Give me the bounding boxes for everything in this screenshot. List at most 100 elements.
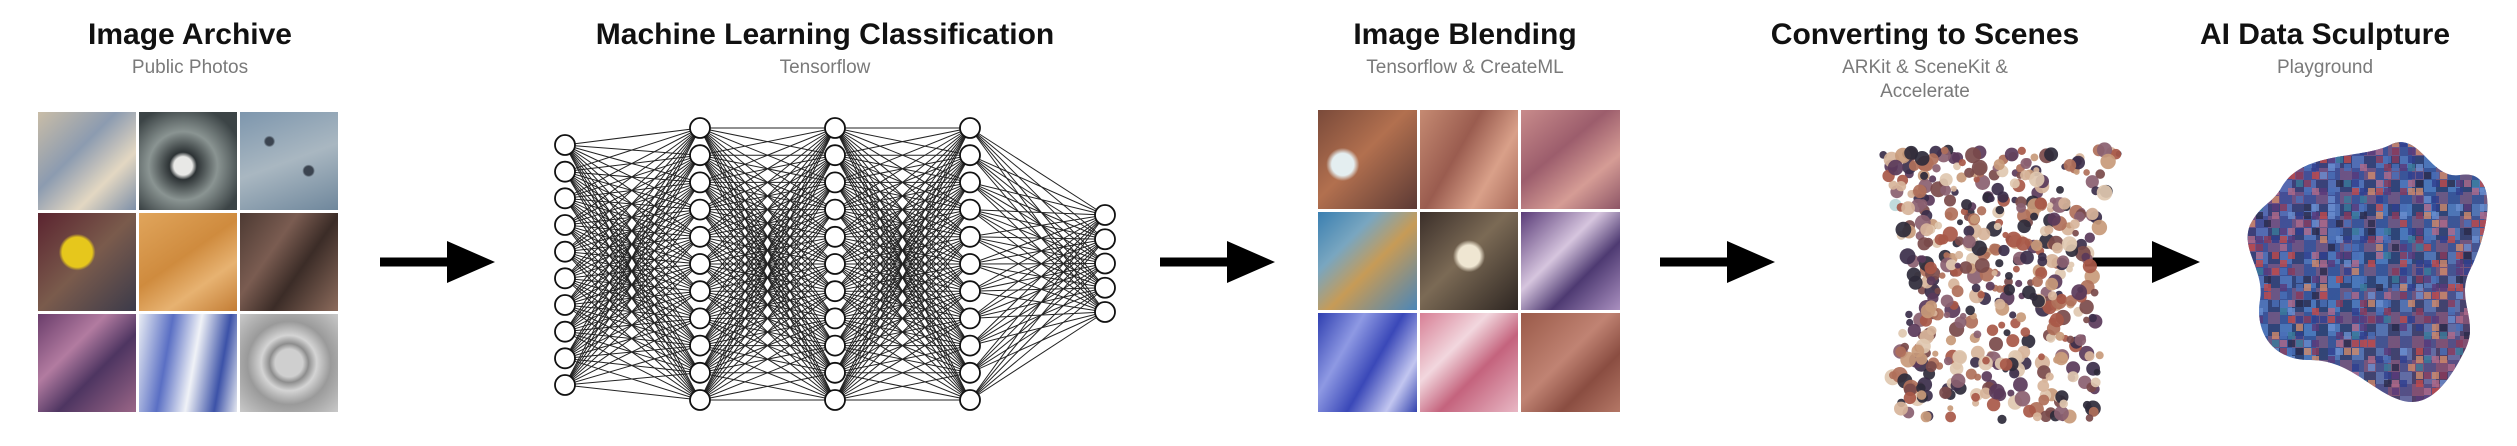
sculpture-tile (2312, 204, 2319, 211)
sculpture-tile (2312, 356, 2319, 363)
sculpture-tile (2472, 220, 2479, 227)
sculpture-tile (2480, 388, 2487, 395)
sculpture-tile (2416, 356, 2423, 363)
sculpture-tile (2496, 244, 2503, 251)
scene-point (2049, 313, 2064, 328)
sculpture-tile (2456, 260, 2463, 267)
sculpture-tile (2376, 212, 2383, 219)
sculpture-tile (2416, 244, 2423, 251)
sculpture-tile (2488, 300, 2495, 307)
sculpture-tile (2464, 388, 2471, 395)
sculpture-tile (2352, 244, 2359, 251)
sculpture-tile (2352, 228, 2359, 235)
scene-point (1965, 147, 1982, 164)
network-edge (564, 127, 701, 279)
scene-point (2038, 252, 2047, 262)
sculpture-tile (2384, 356, 2391, 363)
sculpture-tile (2488, 156, 2495, 163)
scene-point (2038, 353, 2045, 361)
scene-point (2083, 316, 2090, 324)
sculpture-tile (2272, 188, 2279, 195)
sculpture-tile (2456, 292, 2463, 299)
sculpture-tile (2480, 212, 2487, 219)
blended-image (1521, 313, 1620, 412)
sculpture-tile (2288, 300, 2295, 307)
network-edge (969, 181, 1106, 264)
sculpture-tile (2304, 396, 2311, 402)
sculpture-tile (2344, 212, 2351, 219)
scene-point (2085, 414, 2094, 422)
sculpture-tile (2264, 292, 2271, 299)
network-edge (969, 238, 1106, 319)
sculpture-tile (2296, 180, 2303, 187)
archive-image (139, 112, 237, 210)
scene-point (1911, 344, 1925, 358)
sculpture-tile (2416, 260, 2423, 267)
sculpture-tile (2472, 388, 2479, 395)
sculpture-tile (2344, 156, 2351, 163)
scene-point (2074, 211, 2085, 223)
sculpture-tile (2360, 204, 2367, 211)
sculpture-tile (2448, 156, 2455, 163)
sculpture-tile (2328, 204, 2335, 211)
sculpture-tile (2464, 220, 2471, 227)
sculpture-tile (2416, 180, 2423, 187)
scene-point (2031, 239, 2043, 252)
network-edge (699, 209, 836, 401)
sculpture-tile (2472, 380, 2479, 387)
sculpture-tile (2248, 244, 2255, 251)
sculpture-tile (2272, 196, 2279, 203)
sculpture-tile (2240, 292, 2247, 299)
sculpture-tile (2376, 204, 2383, 211)
sculpture-tile (2440, 236, 2447, 243)
sculpture-tile (2280, 348, 2287, 355)
sculpture-tile (2352, 204, 2359, 211)
network-node (689, 361, 711, 384)
sculpture-tile (2368, 332, 2375, 339)
sculpture-tile (2248, 372, 2255, 379)
sculpture-tile (2312, 316, 2319, 323)
network-edge (564, 127, 701, 226)
scene-point (2014, 390, 2031, 407)
sculpture-tile (2336, 220, 2343, 227)
scene-point (2054, 405, 2069, 421)
network-edge (564, 209, 701, 386)
sculpture-tile (2488, 180, 2495, 187)
network-node (689, 389, 711, 411)
sculpture-tile (2320, 212, 2327, 219)
sculpture-tile (2488, 324, 2495, 331)
scene-point (2020, 250, 2034, 265)
sculpture-tile (2328, 236, 2335, 243)
image-archive-grid (38, 112, 338, 412)
scene-point (2061, 236, 2078, 252)
scene-point (1947, 405, 1954, 412)
scene-point (1977, 291, 1985, 299)
sculpture-tile (2328, 324, 2335, 331)
scene-point (1906, 318, 1914, 327)
sculpture-tile (2424, 172, 2431, 179)
sculpture-tile (2360, 316, 2367, 323)
scene-point (1959, 261, 1973, 274)
network-edge (969, 263, 1106, 292)
scene-point (1970, 345, 1985, 360)
sculpture-tile (2384, 380, 2391, 387)
sculpture-tile (2240, 180, 2247, 187)
scene-point (2082, 259, 2097, 274)
sculpture-tile (2240, 260, 2247, 267)
network-edge (969, 154, 1106, 240)
scene-point (2016, 203, 2026, 213)
sculpture-tile (2424, 244, 2431, 251)
sculpture-tile (2296, 276, 2303, 283)
sculpture-tile (2400, 292, 2407, 299)
sculpture-tile (2432, 396, 2439, 402)
scene-point (2003, 284, 2016, 296)
network-edge (969, 263, 1106, 265)
sculpture-tile (2464, 204, 2471, 211)
sculpture-tile (2304, 228, 2311, 235)
sculpture-tile (2336, 276, 2343, 283)
sculpture-tile (2448, 348, 2455, 355)
sculpture-tile (2424, 348, 2431, 355)
sculpture-tile (2456, 396, 2463, 402)
network-edge (564, 127, 701, 146)
sculpture-tile (2408, 316, 2415, 323)
